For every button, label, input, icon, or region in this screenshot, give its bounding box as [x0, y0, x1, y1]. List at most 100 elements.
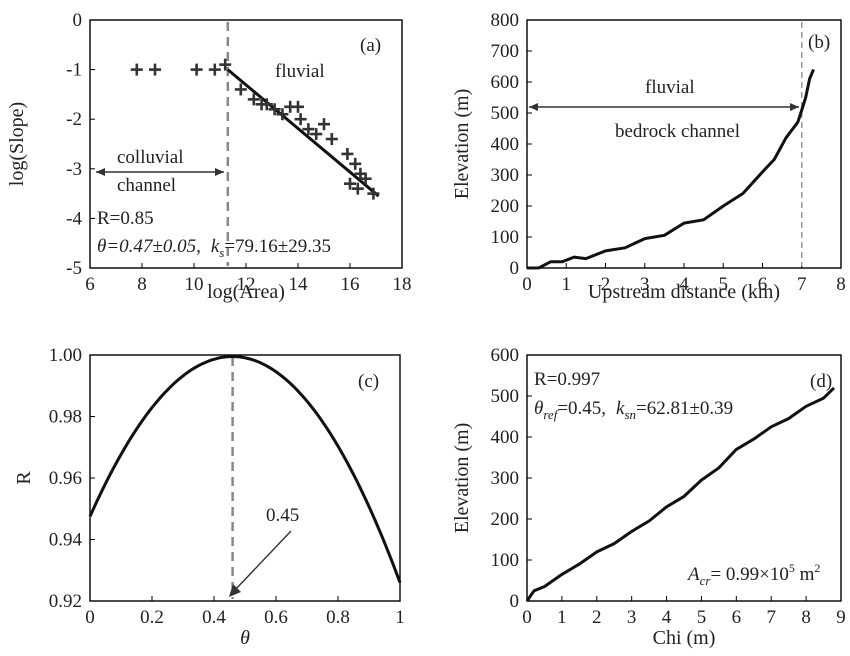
panel-d-xlabel: Chi (m)	[653, 627, 716, 649]
y-tick-label: 500	[491, 386, 520, 407]
x-tick-label: 14	[289, 274, 309, 295]
y-tick-label: 400	[491, 427, 520, 448]
data-point-marker	[302, 123, 315, 136]
x-tick-label: 4	[679, 274, 689, 295]
panel-a-colluvial-label: colluvial	[117, 147, 183, 168]
panel-b-bedrock-label: bedrock channel	[615, 121, 740, 142]
x-tick-label: 9	[836, 607, 846, 628]
x-tick-label: 8	[836, 274, 846, 295]
panel-a-arrowhead-left	[96, 168, 105, 176]
panel-c-arrowhead	[229, 584, 241, 597]
panel-b-label: (b)	[808, 32, 830, 53]
x-tick-label: 0.2	[140, 607, 164, 628]
x-tick-label: 5	[719, 274, 729, 295]
panel-a-ks-value: =79.16±29.35	[224, 236, 331, 257]
panel-b-arrowhead-right	[790, 103, 799, 111]
panel-a-label: (a)	[360, 35, 381, 56]
panel-d-stats: θref=0.45, ksn=62.81±0.39	[534, 398, 733, 422]
panel-c-frame	[89, 354, 401, 602]
panel-b-arrowhead-left	[529, 103, 538, 111]
y-tick-label: -5	[66, 258, 82, 279]
panel-d-acr: Acr= 0.99×105 m2	[686, 561, 820, 588]
panel-d-elevation-line	[525, 386, 836, 602]
panel-b-ticks	[526, 19, 842, 269]
data-point-marker	[349, 157, 362, 170]
y-tick-label: 1.00	[49, 345, 82, 366]
panel-c: 0 0.2 0.4 0.6 0.8 1 1.00 0.98 0.96 0.94 0.92 (c) 0…	[13, 345, 405, 649]
x-tick-label: 6	[758, 274, 768, 295]
panel-d-ylabel: Elevation (m)	[451, 423, 473, 534]
panel-d-ticklabels: 0 1 2 3 4 5 6 7 8 9 0 100 200 300 400 500 600	[491, 345, 846, 628]
data-point-marker	[268, 103, 281, 116]
y-tick-label: 600	[491, 72, 520, 93]
panel-d-label: (d)	[810, 371, 832, 392]
panel-b-fluvial-label: fluvial	[645, 77, 695, 98]
panel-a-ticks	[89, 19, 403, 269]
y-tick-label: 0.92	[49, 591, 82, 612]
y-tick-label: -3	[66, 159, 82, 180]
y-tick-label: 100	[491, 227, 520, 248]
panel-c-ticklabels: 0 0.2 0.4 0.6 0.8 1 1.00 0.98 0.96 0.94 0.92	[49, 345, 405, 628]
panel-d-theta-value: =0.45,	[557, 398, 606, 419]
panel-a-fit-line	[226, 68, 380, 198]
x-tick-label: 2	[592, 607, 602, 628]
data-point-marker	[292, 100, 304, 113]
y-tick-label: 100	[491, 550, 520, 571]
panel-d-ksn-sub: sn	[624, 407, 636, 422]
data-point-marker	[260, 98, 273, 111]
panel-c-xlabel: θ	[240, 627, 250, 649]
panel-d-acr-symbol: A	[686, 564, 700, 585]
data-point-marker	[318, 118, 330, 131]
panel-d-acr-unit: m	[795, 564, 815, 585]
panel-c-ticks	[89, 354, 401, 602]
data-point-marker	[219, 58, 232, 71]
x-tick-label: 4	[662, 607, 672, 628]
y-tick-label: -1	[66, 60, 82, 81]
panel-d-theta-symbol: θ	[534, 398, 543, 419]
y-tick-label: -2	[66, 109, 82, 130]
panel-d-acr-sub: cr	[700, 573, 712, 588]
panel-a-ylabel: log(Slope)	[6, 102, 28, 186]
panel-d-r-text: R=0.997	[534, 369, 600, 390]
data-point-marker	[310, 128, 323, 141]
y-tick-label: 0.96	[49, 468, 82, 489]
x-tick-label: 7	[797, 274, 807, 295]
panel-a-theta-text: θ=0.47±0.05,	[97, 236, 201, 257]
x-tick-label: 0	[85, 607, 95, 628]
panel-d-acr-exp: 5	[789, 561, 795, 575]
y-tick-label: 700	[491, 41, 520, 62]
x-tick-label: 0	[522, 607, 532, 628]
x-tick-label: 6	[732, 607, 742, 628]
y-tick-label: 600	[491, 345, 520, 366]
y-tick-label: 0	[510, 258, 520, 279]
data-point-marker	[208, 63, 221, 76]
data-point-marker	[247, 93, 260, 106]
x-tick-label: 3	[627, 607, 637, 628]
x-tick-label: 16	[341, 274, 360, 295]
panel-d-ksn-symbol: k	[616, 398, 625, 419]
data-point-marker	[341, 147, 354, 160]
x-tick-label: 0.6	[264, 607, 288, 628]
x-tick-label: 0.8	[326, 607, 350, 628]
data-point-marker	[351, 182, 364, 195]
y-tick-label: 0.98	[49, 407, 82, 428]
panel-b-ticklabels: 0 1 2 3 4 5 6 7 8 0 100 200 300 400 500 600 700 800	[491, 10, 846, 295]
x-tick-label: 18	[393, 274, 412, 295]
panel-a-frame	[89, 19, 403, 269]
x-tick-label: 1	[557, 607, 567, 628]
y-tick-label: 800	[491, 10, 520, 31]
panel-a: 6 8 10 12 14 16 18 0 -1 -2 -3 -4 -5 (a) fluvial coll…	[6, 10, 412, 303]
panel-d-ksn-value: =62.81±0.39	[636, 398, 733, 419]
x-tick-label: 8	[137, 274, 147, 295]
panel-a-ks-sub: s	[219, 245, 224, 260]
x-tick-label: 1	[395, 607, 405, 628]
panel-a-xlabel: log(Area)	[207, 281, 285, 303]
data-point-marker	[234, 83, 247, 96]
panel-a-channel-label: channel	[117, 175, 176, 196]
data-point-marker	[149, 63, 161, 76]
y-tick-label: 0	[510, 591, 520, 612]
data-point-marker	[190, 63, 203, 76]
panel-a-r-text: R=0.85	[97, 208, 154, 229]
y-tick-label: 500	[491, 103, 520, 124]
